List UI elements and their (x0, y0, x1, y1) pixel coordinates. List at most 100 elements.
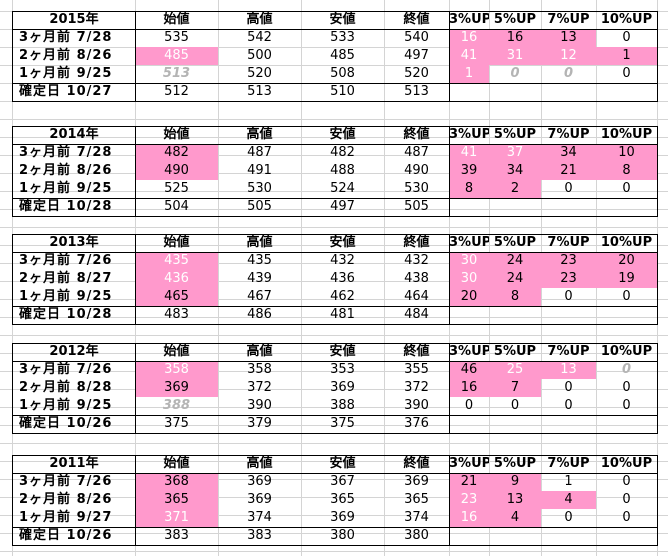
high-cell[interactable]: 530 (247, 181, 272, 196)
low-cell[interactable]: 432 (330, 253, 355, 268)
high-cell[interactable]: 520 (247, 66, 272, 81)
low-cell[interactable]: 488 (330, 163, 355, 178)
header-low[interactable]: 安値 (329, 235, 356, 250)
close-cell[interactable]: 497 (404, 48, 429, 63)
header-high[interactable]: 高値 (246, 235, 273, 250)
up5-cell[interactable]: 2 (489, 180, 541, 198)
low-cell[interactable]: 380 (330, 528, 355, 543)
open-cell[interactable]: 535 (164, 30, 189, 45)
close-cell[interactable]: 520 (404, 66, 429, 81)
high-cell[interactable]: 374 (247, 510, 272, 525)
low-cell[interactable]: 369 (330, 510, 355, 525)
low-cell[interactable]: 533 (330, 30, 355, 45)
up5-cell[interactable]: 8 (489, 288, 541, 306)
up5-cell[interactable]: 0 (510, 398, 520, 413)
close-cell[interactable]: 369 (404, 474, 429, 489)
open-cell[interactable]: 365 (135, 491, 218, 509)
row-label-cell[interactable]: 確定日 10/26 (19, 416, 113, 431)
up7-cell[interactable]: 0 (563, 66, 574, 81)
up3-cell[interactable]: 41 (449, 144, 489, 162)
close-cell[interactable]: 365 (404, 492, 429, 507)
high-cell[interactable]: 491 (247, 163, 272, 178)
header-up7[interactable]: 7%UP (547, 127, 590, 142)
open-cell[interactable]: 388 (162, 398, 191, 413)
high-cell[interactable]: 369 (247, 492, 272, 507)
header-high[interactable]: 高値 (246, 344, 273, 359)
year-cell[interactable]: 2015年 (49, 12, 99, 27)
open-cell[interactable]: 436 (135, 270, 218, 288)
header-up10[interactable]: 10%UP (600, 344, 653, 359)
header-up3[interactable]: 3%UP (449, 12, 489, 27)
high-cell[interactable]: 383 (247, 528, 272, 543)
low-cell[interactable]: 481 (330, 307, 355, 322)
high-cell[interactable]: 358 (247, 362, 272, 377)
high-cell[interactable]: 486 (247, 307, 272, 322)
row-label-cell[interactable]: 2ヶ月前 8/26 (19, 163, 113, 178)
header-close[interactable]: 終値 (403, 344, 430, 359)
high-cell[interactable]: 542 (247, 30, 272, 45)
open-cell[interactable]: 483 (164, 307, 189, 322)
close-cell[interactable]: 374 (404, 510, 429, 525)
up5-cell[interactable]: 24 (489, 270, 541, 288)
up3-cell[interactable]: 21 (449, 473, 489, 491)
header-up7[interactable]: 7%UP (547, 12, 590, 27)
row-label-cell[interactable]: 3ヶ月前 7/26 (19, 253, 113, 268)
up7-cell[interactable]: 21 (541, 162, 596, 180)
open-cell[interactable]: 383 (164, 528, 189, 543)
row-label-cell[interactable]: 3ヶ月前 7/26 (19, 362, 113, 377)
up3-cell[interactable]: 30 (449, 270, 489, 288)
low-cell[interactable]: 353 (330, 362, 355, 377)
up7-cell[interactable]: 0 (564, 380, 573, 395)
low-cell[interactable]: 436 (330, 271, 355, 286)
up5-cell[interactable]: 31 (489, 47, 541, 65)
close-cell[interactable]: 380 (404, 528, 429, 543)
up3-cell[interactable]: 16 (449, 379, 489, 397)
up7-cell[interactable]: 12 (541, 47, 596, 65)
up5-cell[interactable]: 4 (489, 509, 541, 527)
header-up3[interactable]: 3%UP (449, 456, 489, 471)
up5-cell[interactable]: 7 (489, 379, 541, 397)
open-cell[interactable]: 375 (164, 416, 189, 431)
low-cell[interactable]: 485 (330, 48, 355, 63)
row-label-cell[interactable]: 確定日 10/28 (19, 199, 113, 214)
header-up10[interactable]: 10%UP (600, 12, 653, 27)
open-cell[interactable]: 490 (135, 162, 218, 180)
up10-cell[interactable]: 10 (596, 144, 657, 162)
header-up7[interactable]: 7%UP (547, 235, 590, 250)
row-label-cell[interactable]: 確定日 10/27 (19, 84, 113, 99)
low-cell[interactable]: 388 (330, 398, 355, 413)
open-cell[interactable]: 504 (164, 199, 189, 214)
high-cell[interactable]: 379 (247, 416, 272, 431)
header-open[interactable]: 始値 (163, 12, 190, 27)
low-cell[interactable]: 510 (330, 84, 355, 99)
high-cell[interactable]: 505 (247, 199, 272, 214)
header-up5[interactable]: 5%UP (493, 127, 537, 142)
open-cell[interactable]: 435 (135, 252, 218, 270)
low-cell[interactable]: 367 (330, 474, 355, 489)
header-up10[interactable]: 10%UP (600, 456, 653, 471)
row-label-cell[interactable]: 3ヶ月前 7/28 (19, 30, 113, 45)
high-cell[interactable]: 500 (247, 48, 272, 63)
row-label-cell[interactable]: 2ヶ月前 8/28 (19, 380, 113, 395)
up10-cell[interactable]: 0 (622, 66, 631, 81)
open-cell[interactable]: 513 (162, 66, 191, 81)
header-open[interactable]: 始値 (163, 235, 190, 250)
high-cell[interactable]: 487 (247, 145, 272, 160)
high-cell[interactable]: 513 (247, 84, 272, 99)
close-cell[interactable]: 540 (404, 30, 429, 45)
up10-cell[interactable]: 8 (596, 162, 657, 180)
close-cell[interactable]: 390 (404, 398, 429, 413)
up7-cell[interactable]: 13 (541, 29, 596, 47)
up10-cell[interactable]: 0 (622, 380, 631, 395)
up10-cell[interactable]: 0 (622, 181, 631, 196)
up10-cell[interactable]: 0 (622, 492, 631, 507)
row-label-cell[interactable]: 1ヶ月前 9/25 (19, 289, 113, 304)
high-cell[interactable]: 467 (247, 289, 272, 304)
open-cell[interactable]: 371 (135, 509, 218, 527)
header-close[interactable]: 終値 (403, 235, 430, 250)
header-open[interactable]: 始値 (163, 127, 190, 142)
header-high[interactable]: 高値 (246, 127, 273, 142)
close-cell[interactable]: 513 (404, 84, 429, 99)
up10-cell[interactable]: 0 (622, 30, 631, 45)
close-cell[interactable]: 490 (404, 163, 429, 178)
